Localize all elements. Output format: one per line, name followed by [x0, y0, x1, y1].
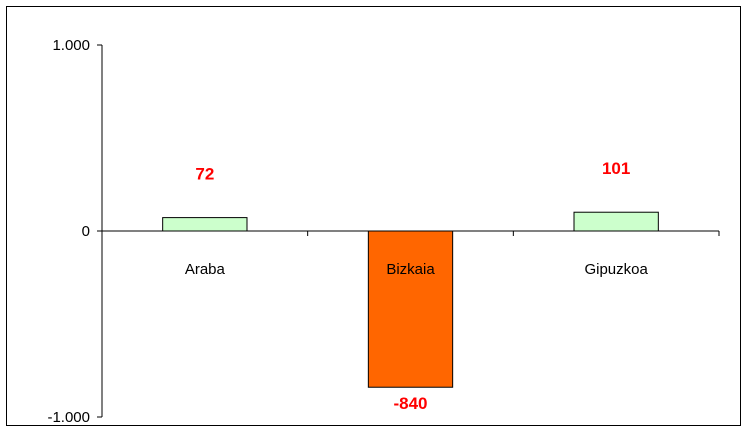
- bar-chart: 1.000 0 -1.000 Araba Bizkaia Gipuzkoa 72 -840 10…: [47, 37, 720, 426]
- data-label: 101: [602, 159, 630, 178]
- y-tick-label: 1.000: [52, 37, 90, 54]
- category-label: Araba: [185, 261, 226, 278]
- bar-bizkaia: [367, 230, 454, 388]
- category-label: Gipuzkoa: [584, 261, 648, 278]
- bar-gipuzkoa: [573, 211, 659, 232]
- data-label: -840: [393, 394, 427, 413]
- bar-araba: [162, 217, 248, 232]
- y-tick-label: -1.000: [47, 409, 90, 426]
- data-label: 72: [195, 165, 214, 184]
- category-label: Bizkaia: [386, 261, 435, 278]
- chart-frame: 1.000 0 -1.000 Araba Bizkaia Gipuzkoa 72 -840 10…: [6, 6, 741, 426]
- y-tick-label: 0: [82, 223, 90, 240]
